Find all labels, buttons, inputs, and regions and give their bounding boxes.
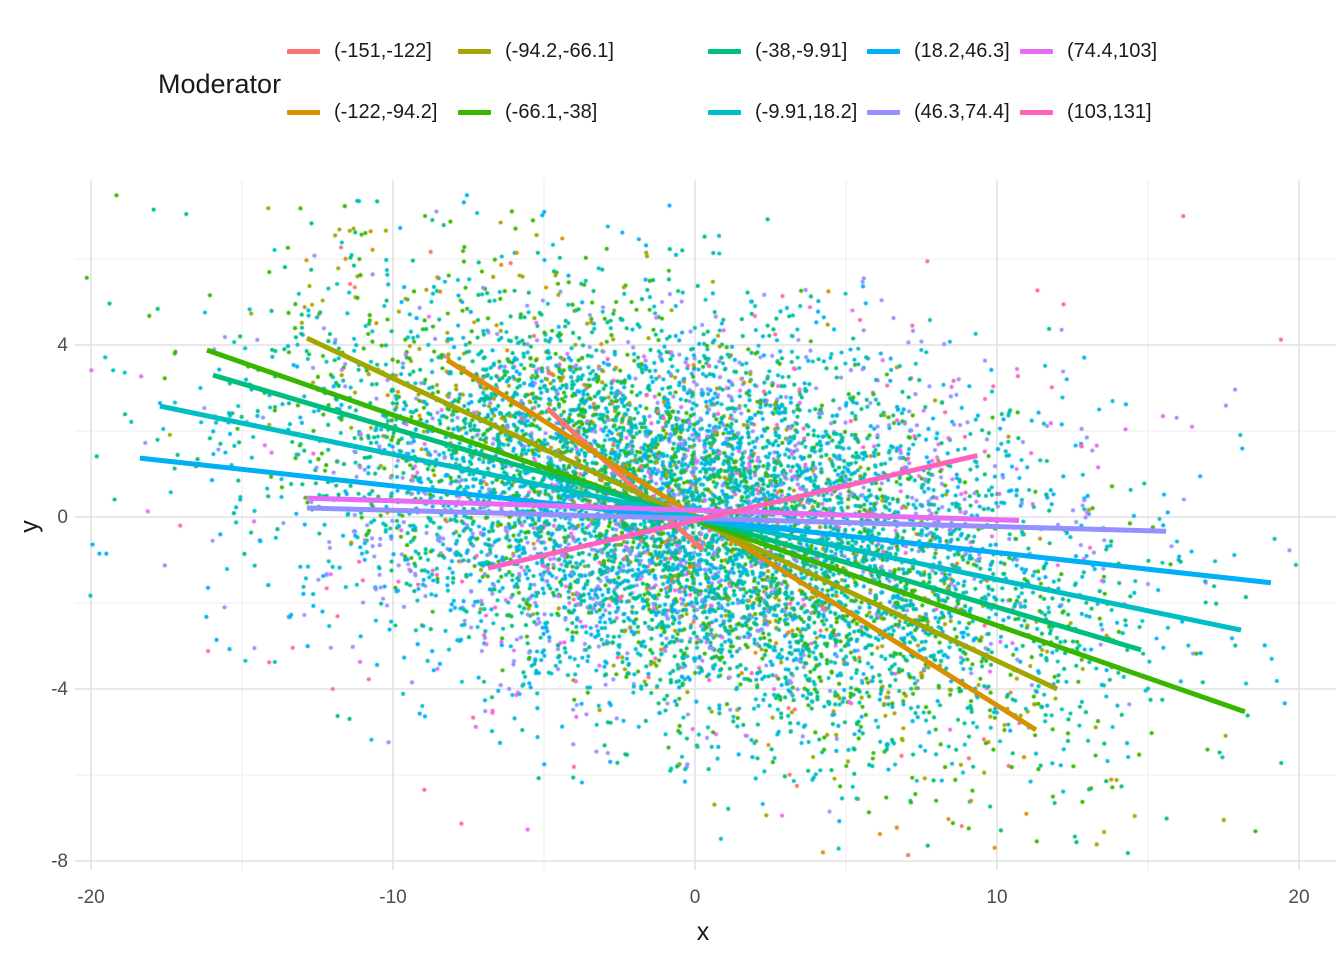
legend-key-swatch <box>1020 48 1053 54</box>
legend-key-swatch <box>287 48 320 54</box>
x-tick-label: -10 <box>379 887 407 908</box>
x-tick-label: 20 <box>1288 887 1310 908</box>
legend-item: (18.2,46.3] <box>867 39 1010 63</box>
y-axis-title: y <box>15 520 44 533</box>
legend-item: (-38,-9.91] <box>708 39 847 63</box>
x-tick-label: 0 <box>689 887 701 908</box>
regression-line-8 <box>306 505 1167 534</box>
legend-item: (-94.2,-66.1] <box>458 39 614 63</box>
legend-item-label: (18.2,46.3] <box>914 39 1010 62</box>
legend-item-label: (-9.91,18.2] <box>755 100 858 123</box>
legend-item: (-66.1,-38] <box>458 100 597 124</box>
legend-item-label: (46.3,74.4] <box>914 100 1010 123</box>
legend-key-swatch <box>867 48 900 54</box>
legend-item: (-151,-122] <box>287 39 432 63</box>
x-tick-label: 10 <box>986 887 1008 908</box>
legend-item-label: (-94.2,-66.1] <box>505 39 614 62</box>
y-tick-label: -8 <box>51 851 68 872</box>
legend-key-swatch <box>867 109 900 115</box>
legend-item-label: (-151,-122] <box>334 39 432 62</box>
legend-item-label: (-38,-9.91] <box>755 39 848 62</box>
legend-key-swatch <box>708 48 741 54</box>
legend-key-swatch <box>1020 109 1053 115</box>
legend-key-swatch <box>708 109 741 115</box>
legend-item: (46.3,74.4] <box>867 100 1010 124</box>
legend-item-label: (-122,-94.2] <box>334 100 438 123</box>
regression-line-2 <box>445 357 1038 732</box>
y-tick-label: -4 <box>51 679 68 700</box>
y-tick-label: 4 <box>57 335 68 356</box>
legend-title: Moderator <box>158 69 282 99</box>
x-tick-label: -20 <box>77 887 105 908</box>
legend-item: (-122,-94.2] <box>287 100 437 124</box>
legend-key-swatch <box>287 109 320 115</box>
legend-item: (74.4,103] <box>1020 39 1157 63</box>
legend-item: (-9.91,18.2] <box>708 100 857 124</box>
y-tick-label: 0 <box>57 507 68 528</box>
legend-item-label: (74.4,103] <box>1067 39 1158 62</box>
x-axis-title: x <box>696 918 710 946</box>
regression-line-10 <box>487 453 978 571</box>
regression-line-9 <box>306 495 1020 523</box>
legend-key-swatch <box>458 48 491 54</box>
legend-item-label: (103,131] <box>1067 100 1152 123</box>
regression-line-4 <box>206 347 1246 715</box>
legend-item-label: (-66.1,-38] <box>505 100 598 123</box>
legend-key-swatch <box>458 109 491 115</box>
legend-item: (103,131] <box>1020 100 1152 124</box>
